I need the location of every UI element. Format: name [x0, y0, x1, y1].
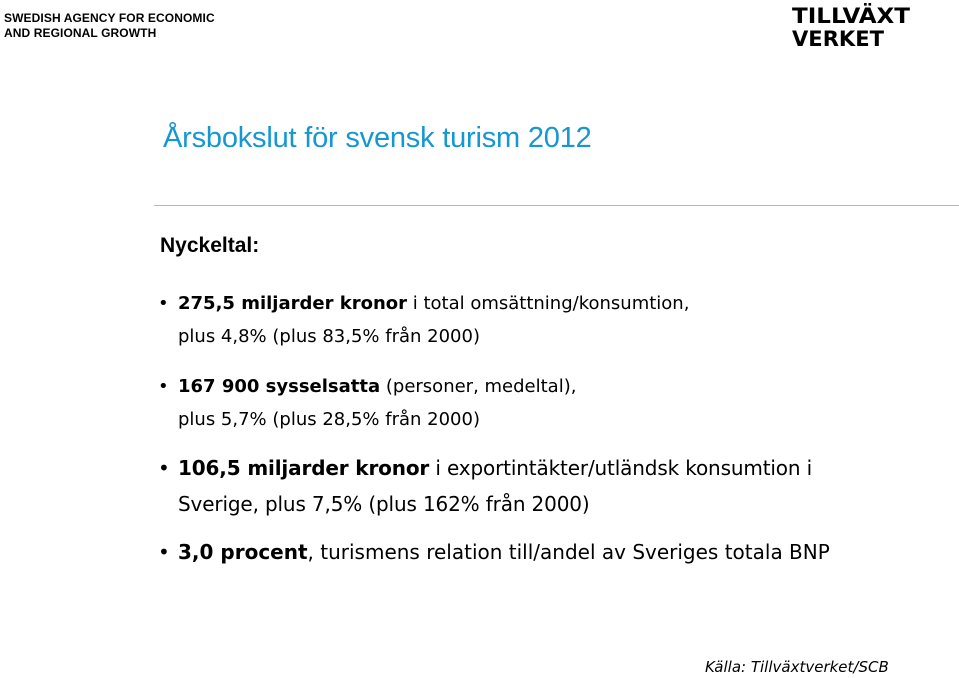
bullet-continuation: plus 5,7% (plus 28,5% från 2000)	[178, 409, 480, 430]
list-item: • 106,5 miljarder kronor i exportintäkte…	[158, 450, 948, 522]
logo-line2: VERKET	[792, 27, 885, 50]
agency-name: SWEDISH AGENCY FOR ECONOMIC AND REGIONAL…	[4, 11, 215, 41]
bullet-icon: •	[158, 376, 169, 397]
logo-line1: TILLVÄXT	[792, 3, 911, 28]
list-item: • 275,5 miljarder kronor i total omsättn…	[158, 287, 948, 353]
bullet-icon: •	[158, 540, 170, 564]
bullet-line: 3,0 procent, turismens relation till/and…	[178, 534, 948, 570]
bullet-text: (personer, medeltal),	[380, 376, 577, 397]
bullet-continuation: plus 4,8% (plus 83,5% från 2000)	[178, 326, 480, 347]
bullet-line: 167 900 sysselsatta (personer, medeltal)…	[178, 370, 948, 403]
bullet-text: , turismens relation till/andel av Sveri…	[307, 540, 830, 564]
bullet-highlight: 167 900 sysselsatta	[178, 376, 381, 397]
bullet-highlight: 106,5 miljarder kronor	[178, 456, 430, 480]
bullet-highlight: 3,0 procent	[178, 540, 308, 564]
bullet-line: 106,5 miljarder kronor i exportintäkter/…	[178, 450, 948, 486]
bullet-highlight: 275,5 miljarder kronor	[178, 293, 407, 314]
source-note: Källa: Tillväxtverket/SCB	[705, 658, 889, 676]
bullet-text: i exportintäkter/utländsk konsumtion i	[429, 456, 813, 480]
key-figures-list: • 275,5 miljarder kronor i total omsättn…	[158, 287, 948, 570]
agency-name-line1: SWEDISH AGENCY FOR ECONOMIC	[4, 11, 215, 25]
key-figures-heading: Nyckeltal:	[160, 234, 260, 257]
list-item: • 3,0 procent, turismens relation till/a…	[158, 534, 948, 570]
bullet-continuation: Sverige, plus 7,5% (plus 162% från 2000)	[178, 492, 590, 516]
agency-name-line2: AND REGIONAL GROWTH	[4, 26, 157, 40]
page-title: Årsbokslut för svensk turism 2012	[163, 122, 592, 154]
bullet-icon: •	[158, 456, 170, 480]
title-divider	[154, 205, 959, 206]
bullet-text: i total omsättning/konsumtion,	[407, 293, 690, 314]
list-item: • 167 900 sysselsatta (personer, medelta…	[158, 370, 948, 436]
bullet-icon: •	[158, 293, 169, 314]
tillvaxtverket-logo: TILLVÄXT VERKET	[792, 3, 911, 50]
bullet-line: 275,5 miljarder kronor i total omsättnin…	[178, 287, 948, 320]
